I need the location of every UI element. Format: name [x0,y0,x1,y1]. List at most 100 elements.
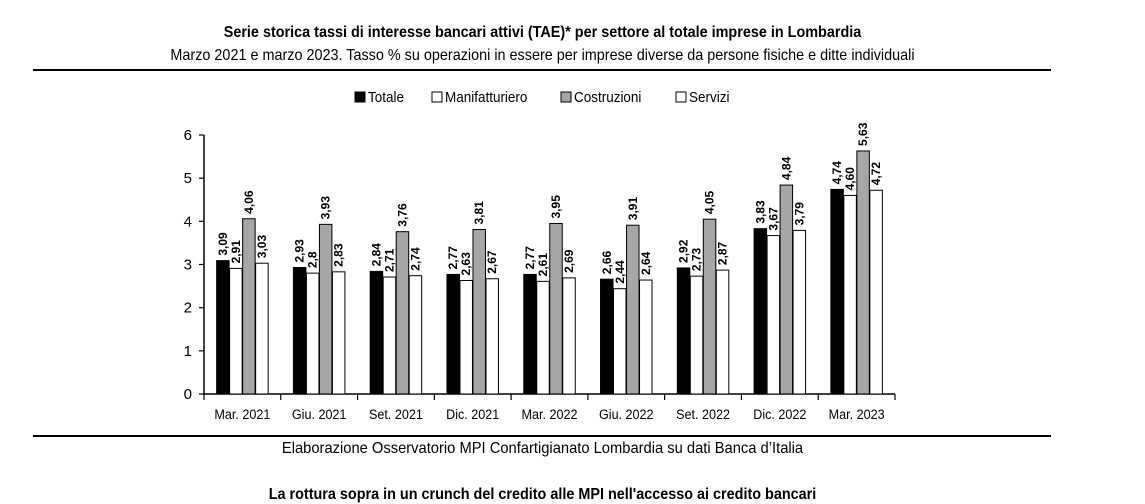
bar-totale [216,260,230,395]
legend-label-manifatturiero: Manifatturiero [445,89,527,106]
x-tick-label: Set. 2022 [676,406,730,422]
bar-servizi [408,275,423,395]
y-tick-label: 4 [184,213,192,230]
data-label: 3,79 [792,202,806,226]
bottom-divider [33,435,1051,437]
y-tick-label: 1 [184,343,192,360]
data-label: 3,03 [255,235,269,259]
bar-costruzioni [472,229,486,395]
data-label: 2,63 [459,252,473,276]
x-tick-label: Mar. 2022 [522,406,578,422]
bar-servizi [715,269,730,395]
next-section-heading: La rottura sopra in un crunch del credit… [268,486,817,503]
chart-title: Serie storica tassi di interesse bancari… [223,24,862,41]
x-tick-label: Set. 2021 [369,406,423,422]
data-label: 3,81 [472,201,486,225]
data-label: 3,83 [753,200,767,224]
legend-swatch-costruzioni [560,91,572,103]
data-label: 5,63 [856,122,870,146]
data-label: 2,84 [369,243,383,267]
bar-manifatturiero [459,279,473,395]
bar-manifatturiero [689,275,704,395]
bar-manifatturiero [843,194,857,395]
bar-manifatturiero [229,267,243,395]
bar-totale [369,270,384,395]
data-label: 4,74 [830,161,844,185]
data-label: 2,92 [677,239,691,263]
bar-totale [676,267,691,395]
bar-costruzioni [318,223,333,395]
data-label: 2,77 [446,246,460,270]
x-tick-label: Dic. 2021 [446,406,499,422]
data-label: 2,87 [716,241,730,265]
data-label: 4,72 [869,162,883,186]
y-tick-label: 5 [184,170,192,187]
data-label: 2,44 [613,260,627,284]
data-label: 2,61 [536,253,550,277]
bar-servizi [255,262,269,395]
x-tick-label: Giu. 2021 [292,406,347,422]
data-label: 3,67 [766,207,780,231]
bar-servizi [792,229,807,395]
bar-costruzioni [779,184,794,395]
legend-swatch-totale [354,91,366,103]
data-label: 2,8 [306,251,320,268]
data-label: 3,91 [626,197,640,221]
top-divider [33,69,1051,71]
chart-subtitle: Marzo 2021 e marzo 2023. Tasso % su oper… [170,47,915,64]
source-note: Elaborazione Osservatorio MPI Confartigi… [281,440,804,457]
data-label: 2,67 [485,250,499,274]
bar-costruzioni [395,231,410,395]
x-tick-label: Mar. 2023 [829,406,885,422]
x-tick-label: Giu. 2022 [599,406,654,422]
legend-label-servizi: Servizi [689,89,729,106]
data-label: 2,69 [562,249,576,273]
bar-servizi [485,278,499,395]
data-label: 3,76 [395,203,409,227]
bar-totale [753,228,768,395]
y-tick-label: 0 [184,386,192,403]
bar-manifatturiero [766,235,781,395]
data-label: 2,64 [639,251,653,275]
data-label: 2,91 [229,240,243,264]
x-tick-label: Dic. 2022 [753,406,806,422]
bar-servizi [869,189,883,395]
data-label: 4,05 [703,190,717,214]
legend-label-costruzioni: Costruzioni [574,89,641,106]
bar-manifatturiero [382,276,397,395]
data-label: 2,74 [408,247,422,271]
data-label: 3,09 [216,232,230,256]
bar-totale [600,278,614,395]
y-tick-label: 3 [184,257,192,274]
bar-totale [523,273,537,395]
bar-servizi [639,279,653,395]
data-label: 2,83 [332,243,346,267]
bar-costruzioni [626,224,640,395]
data-label: 4,60 [843,167,857,191]
bar-manifatturiero [536,280,550,395]
bar-costruzioni [856,150,870,395]
data-label: 4,06 [242,190,256,214]
data-label: 2,71 [382,248,396,272]
bar-costruzioni [242,218,256,395]
data-label: 2,93 [293,239,307,263]
bar-totale [830,188,844,395]
legend-swatch-servizi [675,91,687,103]
bar-totale [446,273,460,395]
bar-costruzioni [549,222,563,395]
data-label: 3,95 [549,195,563,219]
bar-manifatturiero [305,272,320,395]
y-tick-label: 2 [184,300,192,317]
y-tick-label: 6 [184,127,192,144]
data-label: 4,84 [779,156,793,180]
bar-servizi [331,271,346,395]
legend-swatch-manifatturiero [431,91,443,103]
data-label: 3,93 [319,196,333,220]
bar-totale [292,267,307,395]
x-tick-label: Mar. 2021 [214,406,270,422]
data-label: 2,73 [690,247,704,271]
data-label: 2,66 [600,250,614,274]
bar-manifatturiero [613,288,627,395]
data-label: 2,77 [523,246,537,270]
